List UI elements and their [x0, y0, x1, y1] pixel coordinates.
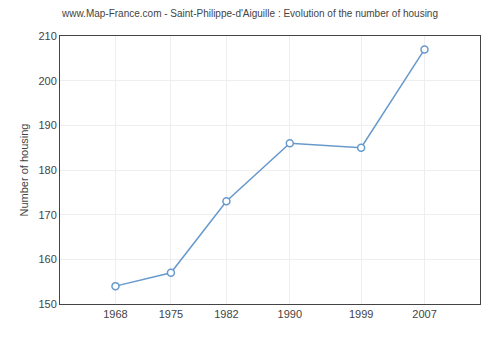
svg-text:190: 190 — [38, 119, 56, 131]
svg-text:1982: 1982 — [214, 308, 238, 320]
svg-text:150: 150 — [38, 298, 56, 310]
svg-text:160: 160 — [38, 253, 56, 265]
svg-text:210: 210 — [38, 30, 56, 42]
svg-text:1975: 1975 — [159, 308, 183, 320]
svg-text:200: 200 — [38, 75, 56, 87]
svg-text:www.Map-France.com - Saint-Phi: www.Map-France.com - Saint-Philippe-d'Ai… — [61, 8, 438, 19]
svg-text:Number of housing: Number of housing — [18, 124, 30, 217]
svg-text:1968: 1968 — [103, 308, 127, 320]
svg-text:2007: 2007 — [412, 308, 436, 320]
svg-text:170: 170 — [38, 209, 56, 221]
svg-text:180: 180 — [38, 164, 56, 176]
svg-text:1990: 1990 — [278, 308, 302, 320]
svg-text:1999: 1999 — [349, 308, 373, 320]
